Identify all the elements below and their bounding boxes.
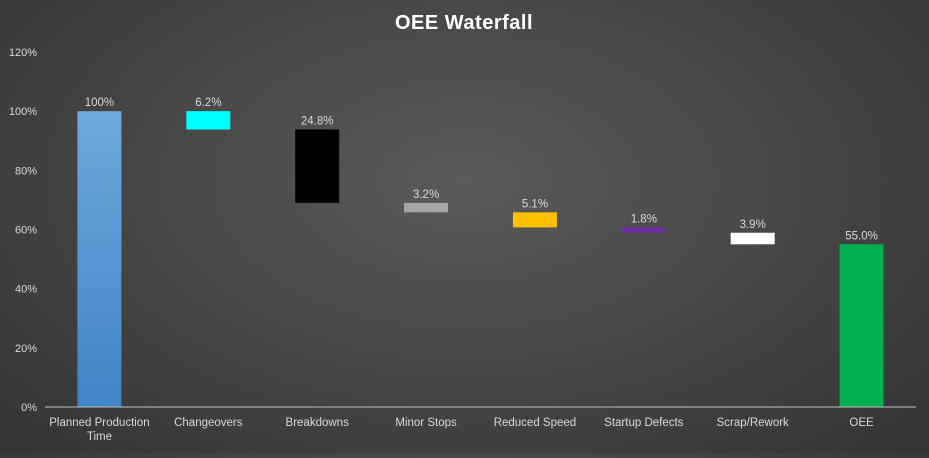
data-label: 100%	[85, 97, 114, 109]
data-labels-group: 100% 6.2% 24.8% 3.2% 5.1% 1.8% 3.9% 55.0%	[85, 97, 878, 242]
chart-title: OEE Waterfall	[395, 12, 533, 34]
x-category-label: OEE	[849, 417, 874, 429]
bar-reduced-speed	[512, 212, 557, 228]
x-category-label: Planned Production Time	[49, 417, 149, 443]
bar-oee	[839, 244, 884, 407]
y-tick-label: 0%	[21, 402, 37, 414]
x-category-label: Minor Stops	[395, 417, 457, 429]
y-tick-label: 100%	[9, 106, 37, 118]
x-category-label: Scrap/Rework	[717, 417, 789, 429]
y-tick-label: 40%	[15, 284, 37, 296]
data-label: 24.8%	[301, 116, 334, 128]
bars-group	[77, 111, 884, 408]
bar-changeovers	[186, 111, 231, 130]
x-category-label: Reduced Speed	[494, 417, 576, 429]
data-label: 1.8%	[631, 213, 657, 225]
data-label: 3.2%	[413, 189, 439, 201]
x-category-label: Startup Defects	[604, 417, 684, 429]
data-label: 55.0%	[845, 230, 878, 242]
data-label: 6.2%	[195, 97, 221, 109]
y-tick-label: 60%	[15, 225, 37, 237]
bar-minor-stops	[404, 202, 449, 213]
bar-breakdowns	[295, 129, 340, 203]
y-tick-label: 20%	[15, 343, 37, 355]
x-category-label: Changeovers	[174, 417, 243, 429]
y-tick-label: 120%	[9, 47, 37, 59]
bar-startup-defects	[621, 227, 666, 233]
x-axis-categories: Planned Production Time Changeovers Breakdo…	[49, 417, 874, 443]
bar-planned-production-time	[77, 111, 122, 408]
x-category-label: Breakdowns	[286, 417, 350, 429]
y-axis-ticks: 0% 20% 40% 60% 80% 100% 120%	[9, 47, 37, 414]
data-label: 3.9%	[740, 219, 766, 231]
y-tick-label: 80%	[15, 165, 37, 177]
bar-scrap-rework	[730, 232, 775, 245]
data-label: 5.1%	[522, 198, 548, 210]
